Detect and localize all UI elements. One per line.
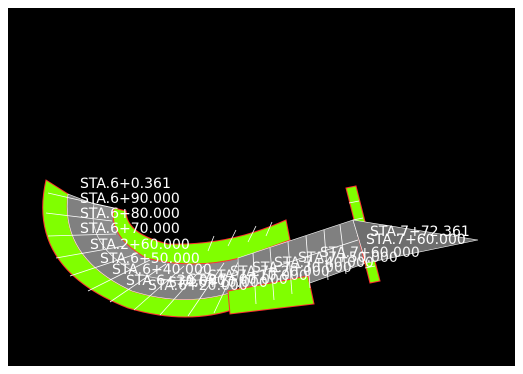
- station-labels: STA.6+0.361 STA.6+90.000 STA.6+80.000 ST…: [80, 176, 226, 289]
- station-label: STA.6+30.000: [126, 273, 226, 289]
- station-label: STA.6+70.000: [80, 221, 180, 237]
- inner-green-lane: [112, 207, 291, 265]
- station-label: STA.6+90.000: [80, 191, 180, 207]
- station-label: STA.7+72.361: [370, 224, 470, 240]
- radial-grid-lines: [45, 192, 273, 317]
- end-station-labels: STA.7+72.361 STA.7+60.000: [366, 224, 470, 248]
- right-taper: [352, 219, 479, 264]
- curved-road-mesh: [42, 179, 291, 318]
- station-label: STA.6+10.000: [168, 275, 268, 291]
- station-label: STA.7+30.000: [252, 260, 352, 276]
- station-label: STA.7+10.000: [208, 268, 308, 284]
- overlap-station-labels: STA.6+20.000 STA.6+10.000 STA.7+00.000 S…: [148, 245, 420, 294]
- cad-viewport[interactable]: STA.6+0.361 STA.6+90.000 STA.6+80.000 ST…: [8, 8, 515, 366]
- station-label: STA.6+50.000: [100, 251, 200, 267]
- straight-road-mesh: [227, 185, 479, 315]
- station-label: STA.7+50.000: [298, 250, 398, 266]
- station-label: STA.7+60.000: [320, 245, 420, 261]
- straight-bottom-green: [227, 275, 315, 315]
- station-label: STA.6+80.000: [80, 206, 180, 222]
- station-label: STA.2+60.000: [90, 237, 190, 253]
- station-label: STA.6+0.361: [80, 176, 171, 192]
- straight-grid-lines: [239, 224, 359, 305]
- station-label: STA.6+20.000: [148, 278, 248, 294]
- station-label: STA.7+00.000: [188, 272, 288, 288]
- station-label: STA.6+40.000: [112, 262, 212, 278]
- station-label: STA.7+20.000: [230, 264, 330, 280]
- station-label: STA.7+60.000: [366, 232, 466, 248]
- station-label: STA.7+40.000: [274, 255, 374, 271]
- road-alignment-drawing: STA.6+0.361 STA.6+90.000 STA.6+80.000 ST…: [42, 176, 479, 318]
